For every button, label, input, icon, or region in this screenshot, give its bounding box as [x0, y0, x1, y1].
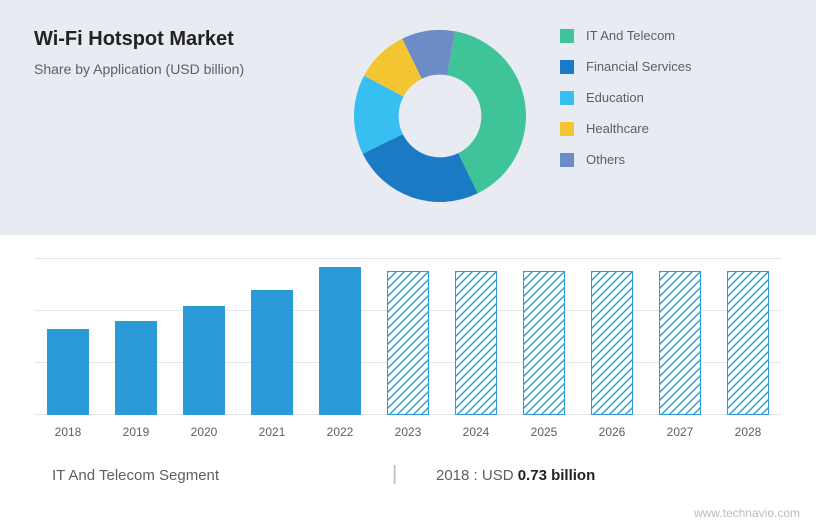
bar-slot [510, 259, 578, 415]
legend-item: Financial Services [560, 59, 692, 74]
bar-solid [183, 306, 225, 415]
legend-label: IT And Telecom [586, 28, 675, 43]
x-axis-label: 2020 [170, 417, 238, 445]
footer-divider: | [392, 463, 397, 486]
legend-item: Others [560, 152, 692, 167]
x-axis-label: 2021 [238, 417, 306, 445]
legend-item: IT And Telecom [560, 28, 692, 43]
bar-forecast [659, 271, 701, 415]
bar-slot [238, 259, 306, 415]
bar-chart: 2018201920202021202220232024202520262027… [34, 259, 782, 445]
watermark: www.technavio.com [694, 506, 800, 520]
x-axis-label: 2028 [714, 417, 782, 445]
x-axis-label: 2025 [510, 417, 578, 445]
footer-value: 2018 : USD 0.73 billion [436, 467, 595, 484]
bar-slot [170, 259, 238, 415]
chart-title: Wi-Fi Hotspot Market [34, 28, 244, 51]
legend: IT And Telecom Financial Services Educatio… [560, 28, 692, 183]
legend-item: Education [560, 90, 692, 105]
bar-chart-panel: 2018201920202021202220232024202520262027… [0, 235, 816, 445]
bar-slot [306, 259, 374, 415]
x-axis-label: 2022 [306, 417, 374, 445]
footer-segment-label: IT And Telecom Segment [52, 467, 219, 484]
bar-slot [442, 259, 510, 415]
chart-subtitle: Share by Application (USD billion) [34, 61, 244, 77]
legend-swatch [560, 60, 574, 74]
bar-solid [47, 329, 89, 415]
x-axis-label: 2027 [646, 417, 714, 445]
bar-slot [34, 259, 102, 415]
bar-solid [319, 267, 361, 415]
footer-year: 2018 [436, 467, 469, 484]
legend-label: Others [586, 152, 625, 167]
legend-label: Financial Services [586, 59, 692, 74]
bar-slot [578, 259, 646, 415]
bar-forecast [523, 271, 565, 415]
footer-value-prefix: : USD [469, 467, 517, 484]
legend-swatch [560, 91, 574, 105]
legend-swatch [560, 29, 574, 43]
top-panel: Wi-Fi Hotspot Market Share by Applicatio… [0, 0, 816, 235]
title-block: Wi-Fi Hotspot Market Share by Applicatio… [34, 28, 244, 77]
x-labels-row: 2018201920202021202220232024202520262027… [34, 417, 782, 445]
x-axis-label: 2023 [374, 417, 442, 445]
bars-row [34, 259, 782, 415]
bar-slot [646, 259, 714, 415]
footer: IT And Telecom Segment | 2018 : USD 0.73… [0, 445, 816, 528]
x-axis-label: 2019 [102, 417, 170, 445]
bar-forecast [727, 271, 769, 415]
x-axis-label: 2024 [442, 417, 510, 445]
bar-solid [251, 290, 293, 415]
donut-hole [399, 75, 482, 158]
bar-solid [115, 321, 157, 415]
bar-forecast [387, 271, 429, 415]
legend-label: Healthcare [586, 121, 649, 136]
bar-slot [102, 259, 170, 415]
footer-value-bold: 0.73 billion [518, 467, 596, 484]
bar-slot [374, 259, 442, 415]
legend-swatch [560, 153, 574, 167]
x-axis-label: 2018 [34, 417, 102, 445]
bar-forecast [591, 271, 633, 415]
legend-item: Healthcare [560, 121, 692, 136]
bar-forecast [455, 271, 497, 415]
donut-chart [340, 16, 540, 216]
legend-label: Education [586, 90, 644, 105]
legend-swatch [560, 122, 574, 136]
x-axis-label: 2026 [578, 417, 646, 445]
bar-slot [714, 259, 782, 415]
